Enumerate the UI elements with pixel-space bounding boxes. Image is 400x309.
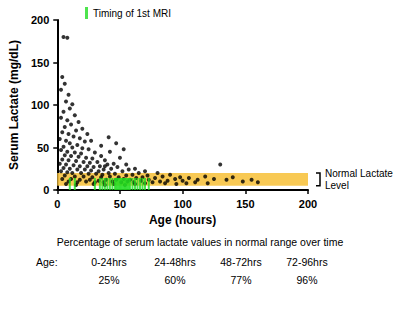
svg-text:100: 100 xyxy=(173,198,191,210)
svg-text:200: 200 xyxy=(31,14,49,26)
html-text:72-96hrs: 72-96hrs xyxy=(286,256,328,268)
svg-text:50: 50 xyxy=(114,198,126,210)
svg-text:Age (hours): Age (hours) xyxy=(149,213,216,227)
svg-text:150: 150 xyxy=(236,198,254,210)
svg-text:Normal Lactate: Normal Lactate xyxy=(325,168,396,179)
html-text:Percentage of serum lactate va: Percentage of serum lactate values in no… xyxy=(56,236,344,248)
svg-text:150: 150 xyxy=(31,57,49,69)
html-text:48-72hrs: 48-72hrs xyxy=(220,256,262,268)
svg-text:100: 100 xyxy=(31,99,49,111)
svg-text:Serum Lactate (mg/dL): Serum Lactate (mg/dL) xyxy=(7,40,21,170)
svg-text:0: 0 xyxy=(43,184,49,196)
svg-text:0: 0 xyxy=(54,198,60,210)
html-text:0-24hrs: 0-24hrs xyxy=(91,256,127,268)
svg-text:Level: Level xyxy=(325,180,349,191)
html-text:25%: 25% xyxy=(98,274,120,286)
svg-text:Timing of 1st MRI: Timing of 1st MRI xyxy=(93,8,171,19)
svg-text:50: 50 xyxy=(37,142,49,154)
svg-text:200: 200 xyxy=(299,198,317,210)
html-text:Age:: Age: xyxy=(36,256,58,268)
html-text:96%: 96% xyxy=(296,274,318,286)
html-text:60%: 60% xyxy=(164,274,186,286)
html-text:24-48hrs: 24-48hrs xyxy=(154,256,196,268)
html-text:77%: 77% xyxy=(230,274,252,286)
